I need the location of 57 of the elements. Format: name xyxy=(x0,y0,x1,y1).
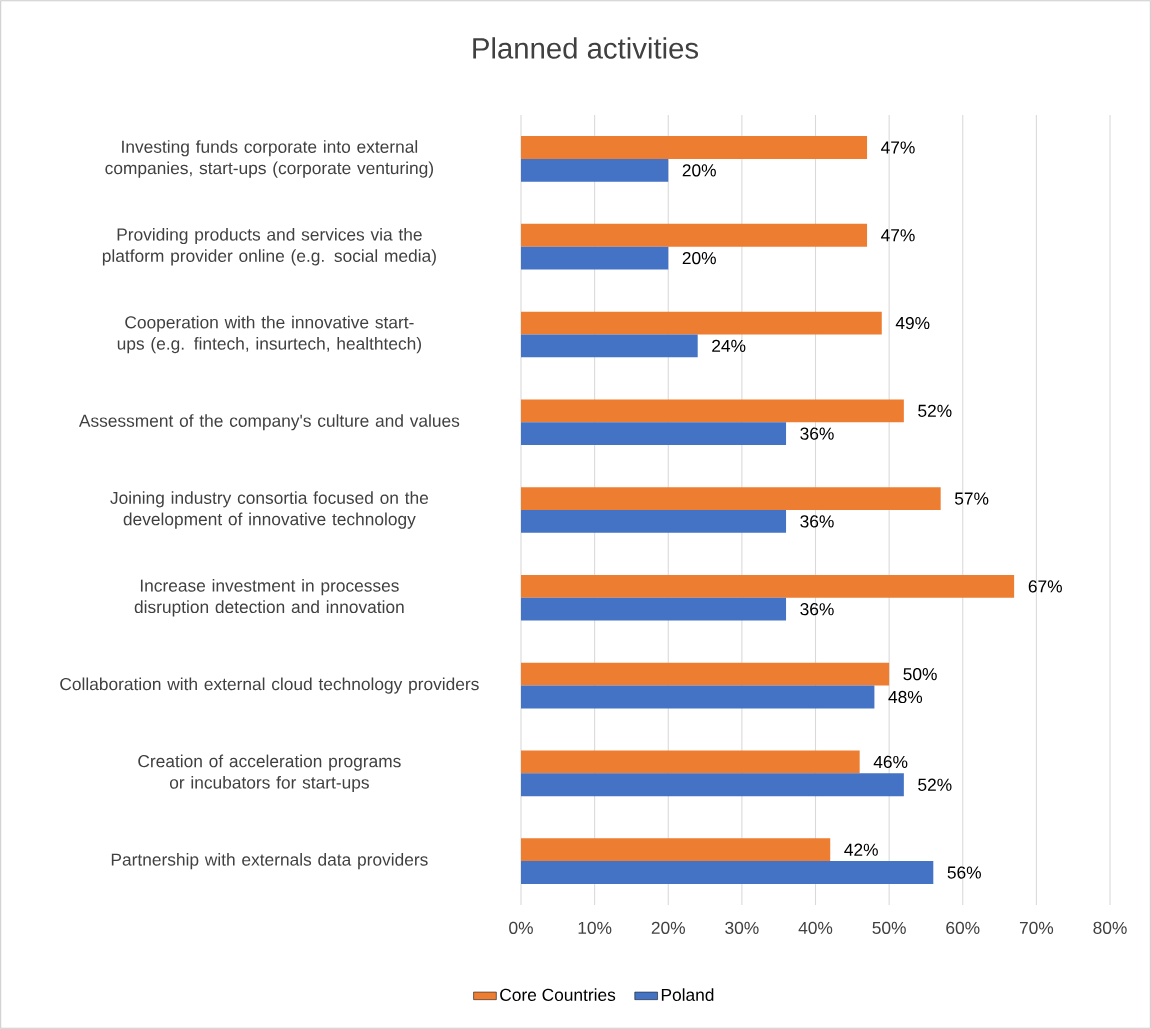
data-label: 20% xyxy=(682,164,716,177)
y-tick-label: Providing products and services via the platform provider online (e.g. social media) xyxy=(102,227,436,266)
bar xyxy=(521,685,875,709)
bar xyxy=(521,597,787,621)
bar xyxy=(521,422,787,446)
data-label: 49% xyxy=(895,316,930,330)
bar xyxy=(521,311,882,335)
data-label: 52% xyxy=(918,404,952,417)
legend-label: Poland xyxy=(661,988,714,1002)
bar xyxy=(521,773,904,797)
data-label: 42% xyxy=(844,843,878,856)
x-tick-label: 30% xyxy=(725,921,759,934)
data-label: 56% xyxy=(947,866,981,879)
bar xyxy=(521,334,698,358)
y-tick-label: Increase investment in processes disruption detection and innovation xyxy=(134,579,404,617)
y-tick-label: Partnership with externals data providers xyxy=(111,853,428,870)
bar xyxy=(521,861,934,884)
data-label: 36% xyxy=(800,515,834,528)
y-tick-label: Creation of acceleration programs or incubators for start-ups xyxy=(138,754,401,793)
bar xyxy=(521,158,669,182)
x-tick-label: 20% xyxy=(651,921,685,934)
data-label: 50% xyxy=(903,668,937,681)
data-label: 57% xyxy=(954,492,989,505)
y-tick-label: Joining industry consortia focused on the development of innovative technology xyxy=(110,491,429,529)
x-tick-label: 40% xyxy=(798,921,833,934)
y-tick-label: Cooperation with the innovative start-ups (e.g. fintech, insurtech, healthtech) xyxy=(117,315,421,354)
y-tick-label: Assessment of the company's culture and values xyxy=(78,414,460,431)
chart-title: Planned activities xyxy=(473,37,699,59)
data-label: 46% xyxy=(873,755,908,769)
data-label: 47% xyxy=(881,141,915,154)
data-label: 47% xyxy=(881,229,915,242)
data-label: 24% xyxy=(712,339,746,352)
data-label: 20% xyxy=(682,251,716,265)
bar xyxy=(521,750,860,774)
bar xyxy=(521,574,1015,598)
y-tick-label: Collaboration with external cloud technology providers xyxy=(60,677,479,694)
data-label: 52% xyxy=(918,778,952,791)
data-label: 36% xyxy=(800,427,834,440)
bar xyxy=(521,487,941,511)
bar xyxy=(521,136,868,159)
data-label: 36% xyxy=(800,603,834,616)
data-label: 48% xyxy=(888,690,923,704)
x-tick-label: 60% xyxy=(946,921,980,934)
bar xyxy=(521,662,890,686)
x-tick-label: 10% xyxy=(578,921,612,934)
bar xyxy=(521,246,669,270)
bar xyxy=(521,399,904,423)
bar xyxy=(521,510,787,533)
x-tick-label: 70% xyxy=(1019,921,1054,934)
x-tick-label: 80% xyxy=(1093,921,1127,934)
legend-label: Core Countries xyxy=(500,988,616,1002)
x-tick-label: 0% xyxy=(509,921,533,934)
y-tick-label: Investing funds corporate into external companies, start-ups (corporate venturing) xyxy=(105,140,434,178)
data-label: 67% xyxy=(1028,580,1062,593)
bar xyxy=(521,838,831,862)
x-tick-label: 50% xyxy=(872,921,906,934)
bar xyxy=(521,223,868,247)
